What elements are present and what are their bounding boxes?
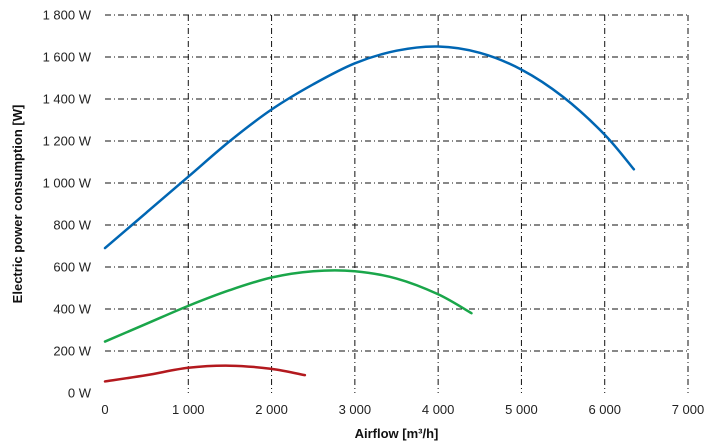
- series-line-blue: [103, 45, 636, 250]
- y-tick-label: 200 W: [53, 344, 91, 359]
- y-tick-label: 1 400 W: [43, 92, 92, 107]
- y-tick-label: 1 600 W: [43, 50, 92, 65]
- series-line-red: [103, 364, 307, 383]
- x-tick-label: 5 000: [505, 402, 538, 417]
- x-tick-label: 4 000: [422, 402, 455, 417]
- x-axis-tick-labels: 0 1 000 2 000 3 000 4 000 5 000 6 000 7 000: [101, 402, 704, 417]
- x-tick-label: 2 000: [255, 402, 288, 417]
- y-tick-label: 1 200 W: [43, 134, 92, 149]
- series-line-green: [103, 269, 473, 343]
- x-tick-label: 6 000: [588, 402, 621, 417]
- y-tick-label: 1 800 W: [43, 8, 92, 23]
- y-tick-label: 400 W: [53, 302, 91, 317]
- y-axis-title: Electric power consumption [W]: [10, 105, 25, 304]
- y-tick-label: 1 000 W: [43, 176, 92, 191]
- y-tick-label: 600 W: [53, 260, 91, 275]
- x-tick-label: 3 000: [339, 402, 372, 417]
- y-axis-tick-labels: 0 W 200 W 400 W 600 W 800 W 1 000 W 1 200 W 1 4…: [43, 8, 92, 401]
- x-tick-label: 1 000: [172, 402, 205, 417]
- series-lines: [103, 45, 636, 383]
- x-tick-label: 0: [101, 402, 108, 417]
- grid: [105, 14, 689, 393]
- y-tick-label: 0 W: [68, 386, 92, 401]
- x-axis-title: Airflow [m³/h]: [355, 426, 439, 441]
- y-tick-label: 800 W: [53, 218, 91, 233]
- x-tick-label: 7 000: [672, 402, 705, 417]
